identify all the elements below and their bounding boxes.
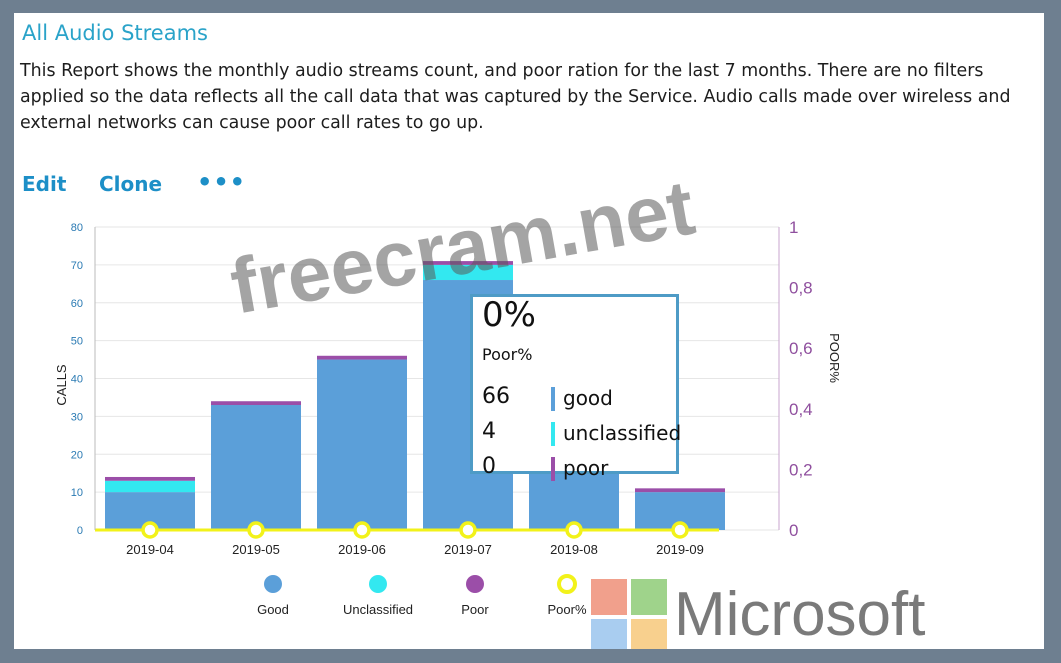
y-tick-label: 70 (71, 260, 83, 272)
poor-bar (635, 488, 725, 493)
good-bar (211, 405, 301, 530)
y-axis-title: CALLS (54, 364, 69, 406)
y-tick-label: 0 (77, 525, 83, 537)
tooltip-label: unclassified (563, 421, 682, 445)
y-tick-label: 60 (71, 298, 83, 310)
poor-bar (211, 401, 301, 406)
report-title: All Audio Streams (22, 21, 208, 45)
tooltip-poor-percent-label: Poor% (482, 345, 533, 364)
legend-marker (466, 575, 484, 593)
legend-label: Poor (461, 602, 489, 617)
y-tick-label: 80 (71, 222, 83, 234)
poor-bar (317, 355, 407, 360)
y-tick-label: 40 (71, 374, 83, 386)
tooltip-value: 4 (482, 419, 496, 444)
poor-percent-marker (141, 521, 159, 539)
good-bar (317, 359, 407, 530)
report-card: All Audio Streams This Report shows the … (14, 13, 1044, 649)
unclassified-bar (423, 264, 513, 281)
poor-bar (105, 476, 195, 481)
x-tick-label: 2019-09 (656, 542, 704, 557)
microsoft-brand-text: Microsoft (674, 580, 926, 649)
legend-label: Unclassified (343, 602, 413, 617)
y-tick-label: 20 (71, 449, 83, 461)
report-description: This Report shows the monthly audio stre… (20, 61, 1011, 133)
clone-button[interactable]: Clone (99, 172, 163, 196)
x-tick-label: 2019-07 (444, 542, 492, 557)
unclassified-bar (105, 480, 195, 493)
tooltip-value: 66 (482, 384, 510, 409)
microsoft-logo-icon (591, 579, 667, 649)
poor-bar (423, 261, 513, 265)
poor-percent-marker (565, 521, 583, 539)
chart-tooltip: 0% Poor% 66 good 4 unclassified 0 poor (470, 294, 681, 481)
y-right-tick-label: 0,6 (789, 339, 813, 358)
more-options-button[interactable]: ••• (197, 168, 247, 196)
tooltip-value: 0 (482, 454, 496, 479)
y-tick-label: 30 (71, 411, 83, 423)
tooltip-row-poor: 0 poor (482, 454, 672, 484)
good-swatch (551, 387, 555, 411)
edit-button[interactable]: Edit (22, 172, 67, 196)
y-tick-label: 10 (71, 487, 83, 499)
y-tick-label: 50 (71, 336, 83, 348)
x-tick-label: 2019-06 (338, 542, 386, 557)
poor-percent-marker (459, 521, 477, 539)
x-tick-label: 2019-08 (550, 542, 598, 557)
poor-swatch (551, 457, 555, 481)
legend-label: Good (257, 602, 289, 617)
y-right-tick-label: 0,2 (789, 460, 813, 479)
legend-marker (557, 574, 577, 594)
tooltip-label: good (563, 386, 613, 410)
y-right-tick-label: 0,8 (789, 279, 813, 298)
unclassified-swatch (551, 422, 555, 446)
y-right-tick-label: 0 (789, 521, 798, 540)
x-tick-label: 2019-04 (126, 542, 174, 557)
tooltip-row-good: 66 good (482, 384, 672, 414)
y-right-axis-title: POOR% (827, 333, 842, 383)
x-tick-label: 2019-05 (232, 542, 280, 557)
tooltip-poor-percent: 0% (482, 295, 536, 335)
legend-marker (264, 575, 282, 593)
legend-label: Poor% (547, 602, 586, 617)
legend-marker (369, 575, 387, 593)
tooltip-label: poor (563, 456, 609, 480)
poor-percent-marker (353, 521, 371, 539)
y-right-tick-label: 0,4 (789, 400, 813, 419)
y-right-tick-label: 1 (789, 218, 798, 237)
poor-percent-marker (671, 521, 689, 539)
poor-percent-marker (247, 521, 265, 539)
tooltip-row-unclassified: 4 unclassified (482, 419, 681, 449)
